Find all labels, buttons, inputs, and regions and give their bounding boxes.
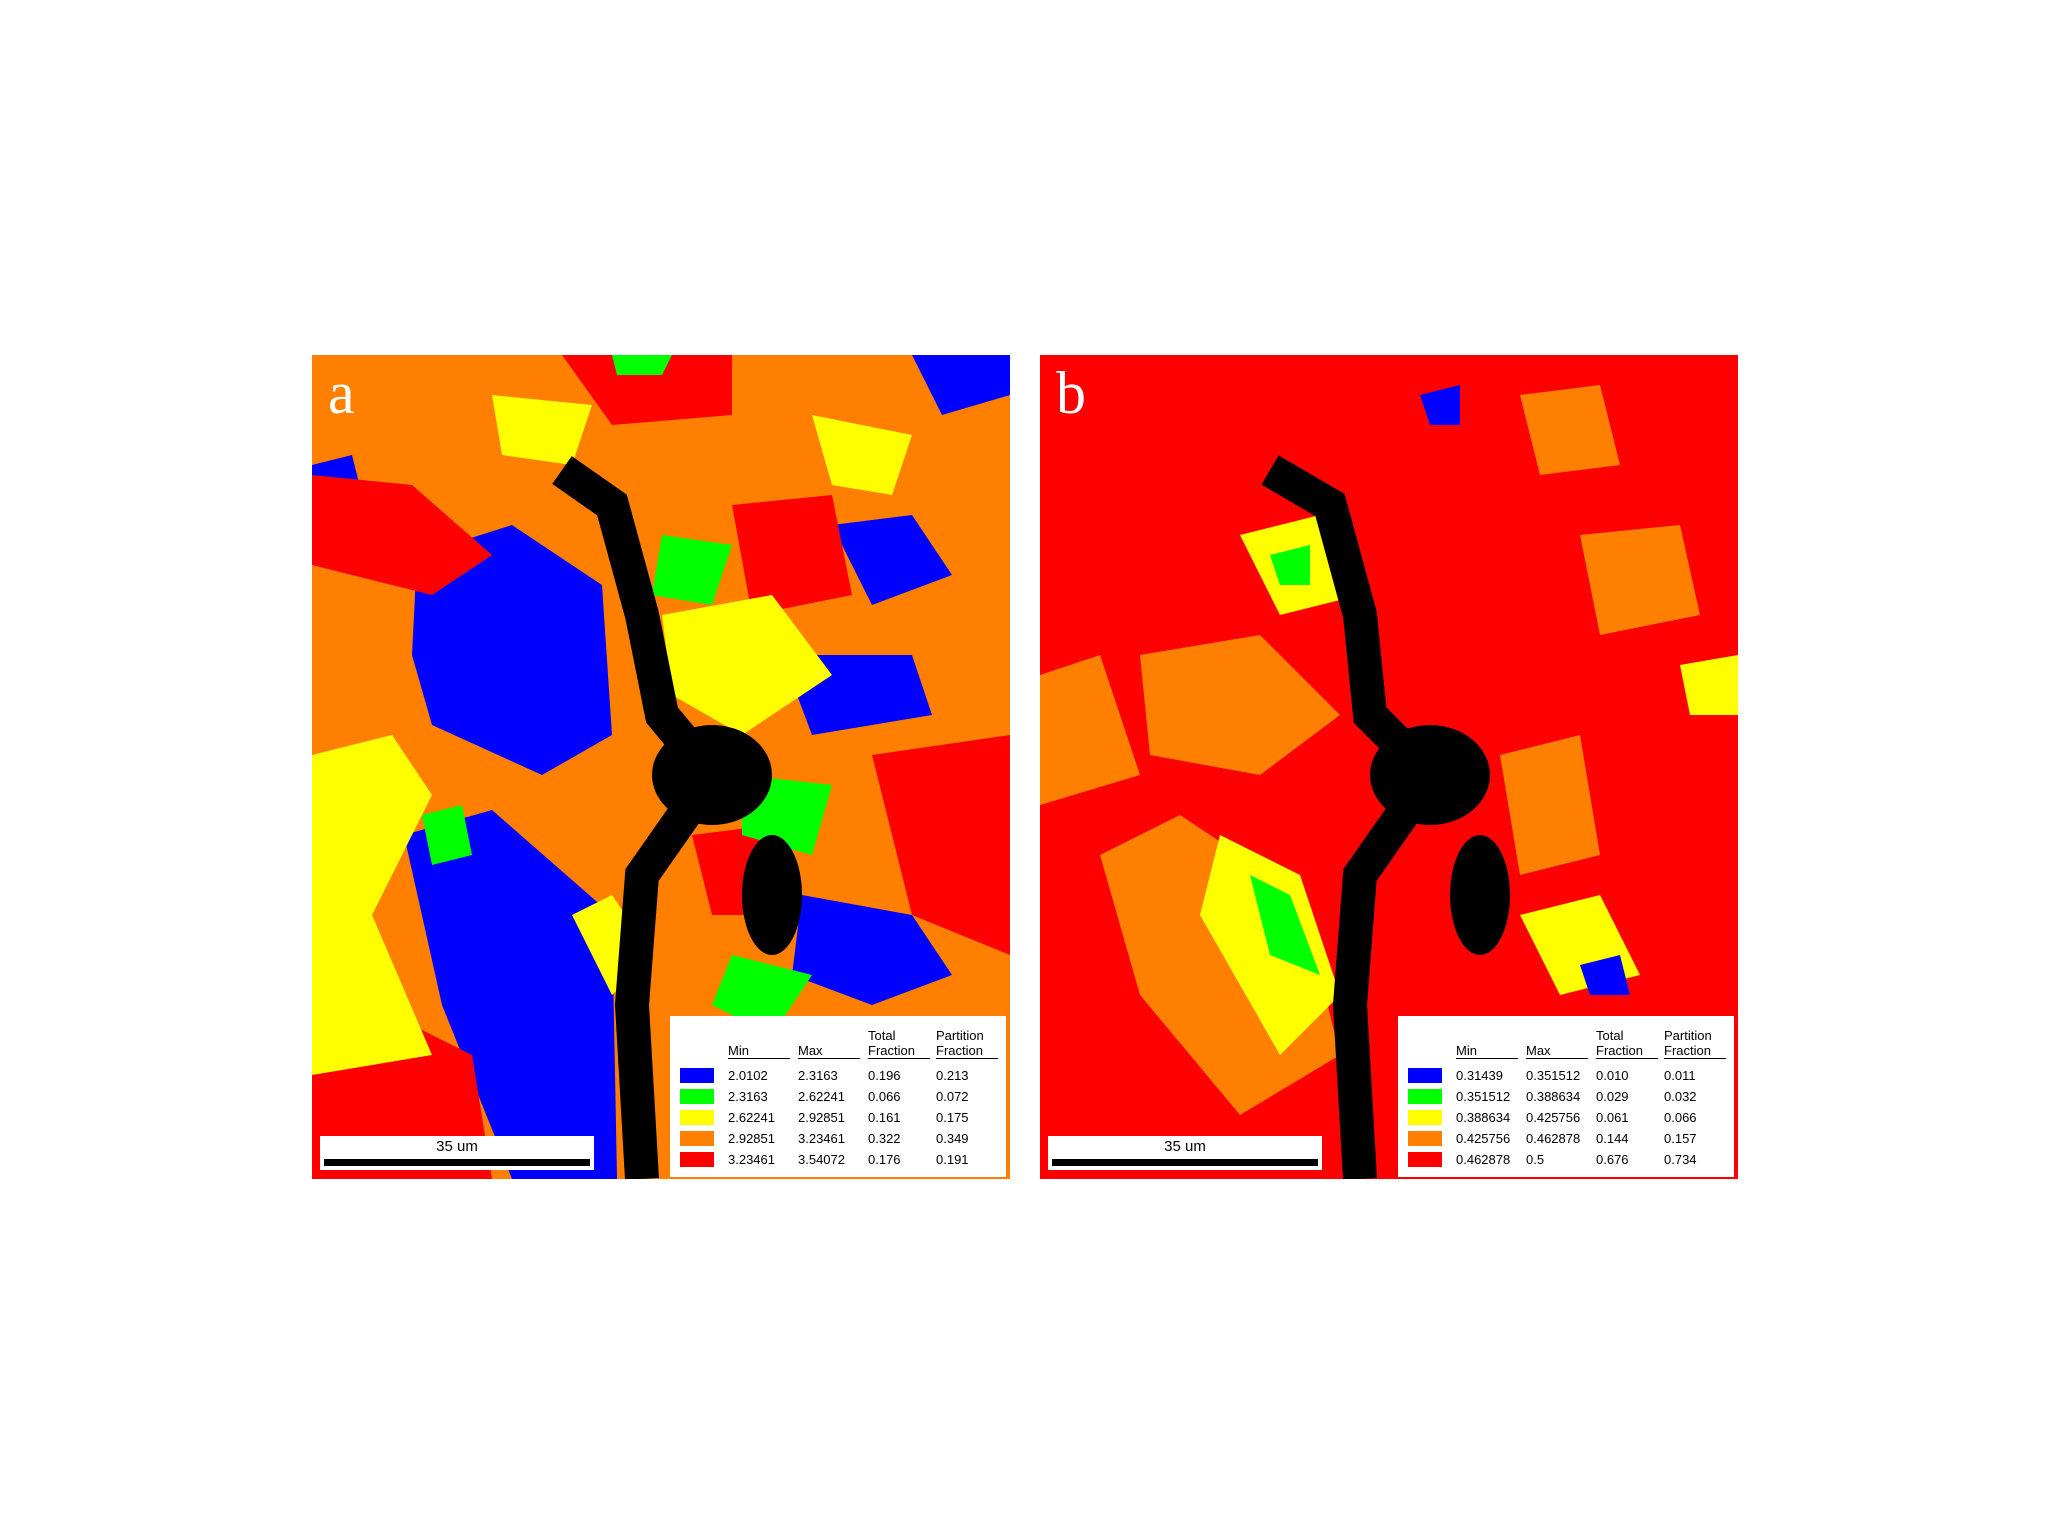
- legend-swatch: [680, 1089, 714, 1104]
- scale-bar: 35 um: [1048, 1136, 1322, 1170]
- legend: Min Max Total Fraction Partition Fraction 2.…: [670, 1016, 1006, 1177]
- scale-bar: 35 um: [320, 1136, 594, 1170]
- legend-cell: 0.351512: [1526, 1068, 1581, 1083]
- legend-cell: 2.62241: [728, 1110, 775, 1125]
- legend-cell: 0.144: [1596, 1131, 1629, 1146]
- panel: a 35 um Min Max Total Fraction Partition Fr…: [312, 355, 1010, 1179]
- legend-cell: 0.5: [1526, 1152, 1545, 1167]
- legend-swatch: [680, 1068, 714, 1083]
- legend-cell: 0.351512: [1456, 1089, 1511, 1104]
- legend-header: Total Fraction: [868, 1022, 930, 1059]
- scale-text: 35 um: [1164, 1138, 1206, 1155]
- scale-text: 35 um: [436, 1138, 478, 1155]
- legend-header: Partition Fraction: [936, 1022, 998, 1059]
- legend-cell: 0.322: [868, 1131, 901, 1146]
- legend-cell: 2.92851: [728, 1131, 775, 1146]
- legend-cell: 2.62241: [798, 1089, 845, 1104]
- legend-swatch: [1408, 1131, 1442, 1146]
- legend-header: Max: [798, 1022, 860, 1059]
- panel-label: a: [328, 360, 355, 426]
- legend-cell: 0.061: [1596, 1110, 1629, 1125]
- legend-swatch: [1408, 1110, 1442, 1125]
- legend-swatch: [1408, 1089, 1442, 1104]
- legend-header: Total Fraction: [1596, 1022, 1658, 1059]
- legend-cell: 0.425756: [1526, 1110, 1581, 1125]
- legend-header: Max: [1526, 1022, 1588, 1059]
- legend-cell: 0.462878: [1526, 1131, 1581, 1146]
- legend-cell: 0.032: [1664, 1089, 1697, 1104]
- legend-cell: 3.54072: [798, 1152, 845, 1167]
- legend-cell: 2.3163: [798, 1068, 838, 1083]
- legend-cell: 0.388634: [1526, 1089, 1581, 1104]
- legend-swatch: [1408, 1068, 1442, 1083]
- legend-cell: 0.157: [1664, 1131, 1697, 1146]
- legend-swatch: [680, 1152, 714, 1167]
- legend-cell: 0.176: [868, 1152, 901, 1167]
- legend: Min Max Total Fraction Partition Fraction 0.…: [1398, 1016, 1734, 1177]
- legend-cell: 0.072: [936, 1089, 969, 1104]
- legend-cell: 0.734: [1664, 1152, 1697, 1167]
- legend-cell: 0.349: [936, 1131, 969, 1146]
- legend-header: Min: [728, 1022, 790, 1059]
- legend-cell: 0.191: [936, 1152, 969, 1167]
- panel: b 35 um Min Max Total Fraction Partition Fr…: [1040, 355, 1738, 1179]
- legend-swatch: [680, 1110, 714, 1125]
- legend-cell: 0.175: [936, 1110, 969, 1125]
- legend-cell: 0.676: [1596, 1152, 1629, 1167]
- legend-swatch: [1408, 1152, 1442, 1167]
- legend-cell: 0.388634: [1456, 1110, 1511, 1125]
- legend-cell: 0.462878: [1456, 1152, 1511, 1167]
- legend-swatch: [680, 1131, 714, 1146]
- legend-header: Min: [1456, 1022, 1518, 1059]
- legend-cell: 0.011: [1664, 1068, 1696, 1083]
- legend-cell: 0.161: [868, 1110, 901, 1125]
- legend-cell: 2.3163: [728, 1089, 768, 1104]
- legend-cell: 0.066: [868, 1089, 901, 1104]
- legend-cell: 3.23461: [798, 1131, 845, 1146]
- legend-cell: 0.029: [1596, 1089, 1629, 1104]
- legend-cell: 0.010: [1596, 1068, 1629, 1083]
- legend-cell: 3.23461: [728, 1152, 775, 1167]
- legend-header: Partition Fraction: [1664, 1022, 1726, 1059]
- legend-cell: 2.0102: [728, 1068, 768, 1083]
- legend-cell: 2.92851: [798, 1110, 845, 1125]
- legend-cell: 0.196: [868, 1068, 901, 1083]
- map: [312, 355, 1010, 1179]
- panel-label: b: [1056, 360, 1086, 426]
- legend-cell: 0.066: [1664, 1110, 1697, 1125]
- legend-cell: 0.425756: [1456, 1131, 1511, 1146]
- legend-cell: 0.213: [936, 1068, 969, 1083]
- legend-cell: 0.31439: [1456, 1068, 1503, 1083]
